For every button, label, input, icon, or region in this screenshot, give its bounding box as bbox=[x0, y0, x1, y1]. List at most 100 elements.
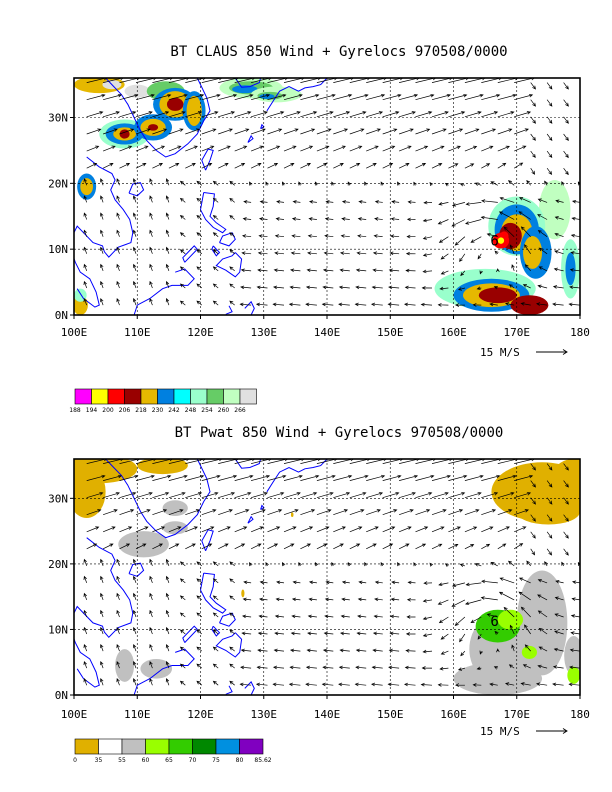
wind-vector bbox=[83, 178, 88, 186]
wind-vector bbox=[196, 595, 203, 601]
wind-vector bbox=[185, 128, 201, 135]
wind-vector bbox=[229, 612, 235, 618]
wind-vector bbox=[509, 244, 515, 254]
wind-vector bbox=[179, 595, 186, 601]
coastline bbox=[74, 537, 134, 688]
wind-vector bbox=[366, 145, 379, 152]
wind-vector bbox=[83, 643, 88, 652]
wind-vector bbox=[135, 491, 153, 499]
wind-vector bbox=[321, 302, 334, 307]
wind-vector bbox=[212, 561, 219, 567]
wind-vector bbox=[454, 303, 465, 307]
wind-vector bbox=[459, 182, 466, 187]
wind-vector bbox=[423, 581, 433, 585]
wind-vector bbox=[196, 283, 203, 289]
wind-vector bbox=[415, 526, 429, 533]
wind-vector bbox=[552, 302, 564, 307]
wind-vector bbox=[553, 647, 564, 652]
wind-vector bbox=[448, 111, 466, 118]
wind-vector bbox=[229, 266, 235, 272]
coastline bbox=[260, 123, 265, 130]
wind-vector bbox=[354, 682, 367, 687]
wind-vector bbox=[300, 93, 320, 101]
colorbar-swatch bbox=[239, 388, 257, 405]
coastline bbox=[128, 562, 145, 577]
wind-vector bbox=[316, 128, 332, 135]
wind-vector bbox=[119, 111, 137, 118]
colorbar-label: 60 bbox=[142, 757, 150, 764]
wind-vector bbox=[242, 234, 252, 238]
wind-vector bbox=[514, 128, 529, 135]
x-tick-label: 160E bbox=[440, 708, 467, 721]
wind-vector bbox=[522, 284, 531, 289]
wind-vector bbox=[300, 509, 316, 516]
wind-vector bbox=[536, 302, 548, 306]
coastline bbox=[225, 685, 233, 695]
wind-vector bbox=[349, 93, 369, 101]
coastline bbox=[105, 78, 211, 158]
wind-vector bbox=[132, 195, 137, 203]
wind-vector bbox=[116, 297, 120, 306]
wind-vector bbox=[196, 180, 203, 186]
wind-vector bbox=[322, 648, 334, 653]
wind-vector bbox=[546, 99, 553, 107]
wind-vector bbox=[339, 648, 350, 653]
wind-vector bbox=[563, 548, 569, 556]
wind-vector bbox=[185, 543, 196, 550]
wind-vector bbox=[135, 526, 149, 533]
wind-vector bbox=[212, 214, 219, 220]
coastline bbox=[225, 305, 233, 315]
wind-vector bbox=[258, 614, 268, 619]
wind-vector bbox=[291, 597, 301, 602]
coastline bbox=[201, 529, 214, 552]
wind-vector bbox=[465, 582, 482, 587]
wind-vector bbox=[431, 543, 443, 550]
wind-vector bbox=[234, 526, 248, 533]
wind-vector bbox=[234, 543, 246, 550]
wind-vector bbox=[132, 592, 137, 601]
wind-vector bbox=[234, 509, 250, 516]
colorbar-label: 35 bbox=[95, 757, 103, 764]
wind-vector bbox=[537, 579, 548, 584]
wind-vector bbox=[283, 526, 297, 533]
wind-vector bbox=[135, 509, 151, 516]
wind-vector bbox=[391, 580, 400, 585]
wind-vector bbox=[480, 596, 498, 601]
wind-vector bbox=[497, 145, 510, 152]
wind-vector bbox=[168, 543, 180, 550]
wind-vector bbox=[563, 99, 569, 107]
wind-vector bbox=[415, 491, 433, 499]
pwat-shade bbox=[74, 465, 106, 518]
wind-vector bbox=[243, 200, 252, 204]
wind-vector bbox=[420, 682, 433, 687]
wind-vector bbox=[422, 269, 433, 274]
wind-vector bbox=[341, 580, 350, 585]
wind-vector bbox=[490, 181, 498, 186]
wind-vector bbox=[308, 597, 317, 602]
wind-vector bbox=[149, 592, 153, 601]
wind-vector bbox=[168, 93, 188, 101]
wind-vector bbox=[464, 111, 482, 118]
wind-vector bbox=[119, 128, 135, 135]
wind-vector bbox=[481, 526, 494, 533]
wind-vector bbox=[324, 597, 334, 602]
wind-vector bbox=[481, 543, 491, 550]
wind-vector bbox=[165, 643, 170, 652]
wind-vector bbox=[391, 200, 400, 204]
wind-vector bbox=[196, 629, 203, 635]
wind-vector bbox=[388, 665, 400, 670]
wind-vector bbox=[152, 145, 166, 152]
coastline bbox=[133, 648, 195, 695]
wind-vector bbox=[476, 286, 482, 291]
wind-vector bbox=[249, 181, 253, 186]
wind-vector bbox=[382, 163, 394, 169]
wind-vector bbox=[283, 543, 295, 550]
wind-vector bbox=[305, 285, 317, 290]
wind-vector bbox=[306, 648, 317, 653]
wind-vector bbox=[464, 93, 484, 101]
wind-vector bbox=[267, 111, 285, 118]
wind-vector bbox=[422, 599, 433, 603]
wind-vector bbox=[509, 624, 515, 635]
wind-vector bbox=[168, 128, 184, 135]
wind-vector bbox=[149, 678, 153, 686]
